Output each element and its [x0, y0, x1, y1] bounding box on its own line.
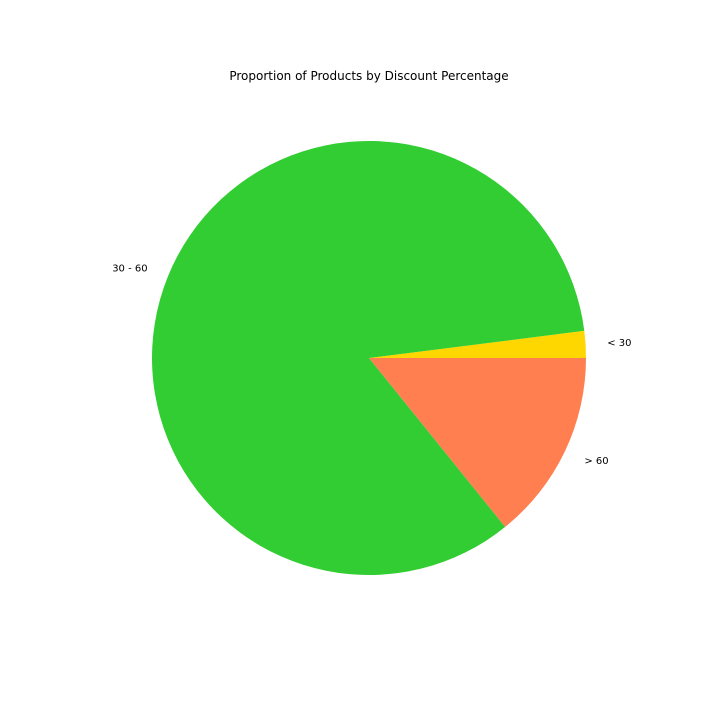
slice-label: 30 - 60	[112, 264, 147, 275]
pie-slices	[151, 141, 586, 576]
pie-slice	[369, 330, 586, 358]
pie-labels: < 30 30 - 60 > 60	[112, 264, 631, 467]
chart-title: Proportion of Products by Discount Perce…	[229, 69, 508, 83]
slice-label: > 60	[584, 456, 608, 467]
pie-slice	[151, 141, 585, 576]
pie-slice	[369, 358, 586, 527]
slice-label: < 30	[607, 338, 631, 349]
